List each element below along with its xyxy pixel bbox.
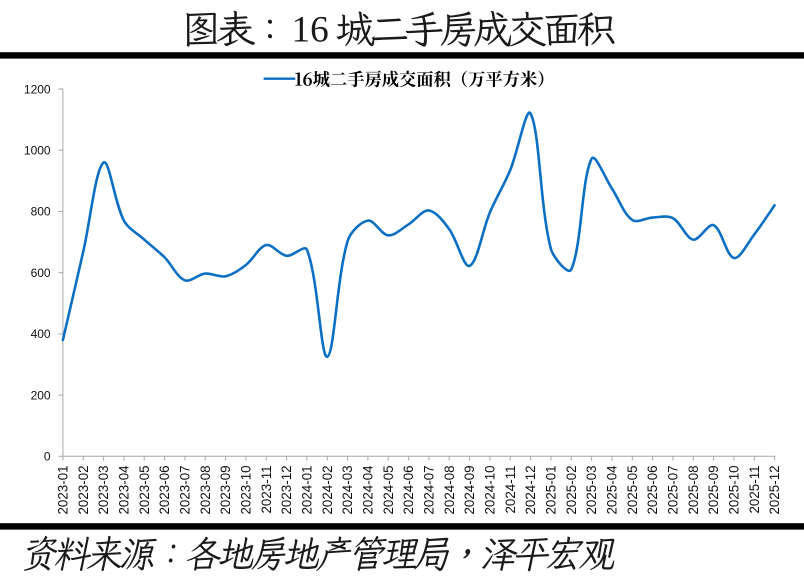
svg-text:2024-04: 2024-04 — [361, 465, 376, 515]
svg-text:0: 0 — [44, 450, 51, 464]
svg-text:2023-02: 2023-02 — [76, 465, 91, 514]
svg-text:200: 200 — [31, 388, 51, 402]
svg-text:800: 800 — [31, 205, 51, 219]
svg-text:2025-12: 2025-12 — [767, 465, 782, 514]
svg-text:600: 600 — [31, 266, 51, 280]
svg-text:2023-07: 2023-07 — [178, 465, 193, 514]
svg-text:2025-01: 2025-01 — [544, 465, 559, 514]
svg-text:2025-08: 2025-08 — [686, 465, 701, 514]
svg-text:1000: 1000 — [24, 144, 51, 158]
svg-text:1200: 1200 — [24, 82, 51, 96]
svg-text:2024-09: 2024-09 — [462, 465, 477, 514]
svg-text:2023-01: 2023-01 — [56, 465, 71, 514]
svg-text:2025-02: 2025-02 — [564, 465, 579, 514]
svg-text:2024-05: 2024-05 — [381, 465, 396, 514]
svg-text:2024-01: 2024-01 — [300, 465, 315, 514]
svg-text:2025-06: 2025-06 — [645, 465, 660, 514]
svg-text:2025-10: 2025-10 — [727, 465, 742, 514]
svg-text:2024-08: 2024-08 — [442, 465, 457, 514]
svg-text:2024-02: 2024-02 — [320, 465, 335, 514]
svg-text:2025-03: 2025-03 — [584, 465, 599, 514]
svg-text:2025-11: 2025-11 — [747, 465, 762, 513]
svg-text:2023-03: 2023-03 — [96, 465, 111, 514]
svg-text:2024-11: 2024-11 — [503, 465, 518, 513]
svg-text:2024-03: 2024-03 — [340, 465, 355, 514]
svg-text:2023-11: 2023-11 — [259, 465, 274, 513]
svg-text:2023-08: 2023-08 — [198, 465, 213, 514]
svg-text:2023-10: 2023-10 — [239, 465, 254, 514]
svg-text:2023-05: 2023-05 — [137, 465, 152, 514]
svg-text:2025-05: 2025-05 — [625, 465, 640, 514]
svg-text:2023-12: 2023-12 — [279, 465, 294, 514]
svg-text:2024-07: 2024-07 — [422, 465, 437, 514]
svg-text:2023-09: 2023-09 — [218, 465, 233, 514]
svg-text:2024-12: 2024-12 — [523, 465, 538, 514]
svg-text:2023-04: 2023-04 — [117, 465, 132, 515]
svg-text:2024-06: 2024-06 — [401, 465, 416, 514]
svg-text:2025-07: 2025-07 — [666, 465, 681, 514]
svg-text:2025-04: 2025-04 — [605, 465, 620, 515]
svg-text:2024-10: 2024-10 — [483, 465, 498, 514]
svg-text:2025-09: 2025-09 — [706, 465, 721, 514]
svg-text:2023-06: 2023-06 — [157, 465, 172, 514]
svg-text:400: 400 — [31, 327, 51, 341]
